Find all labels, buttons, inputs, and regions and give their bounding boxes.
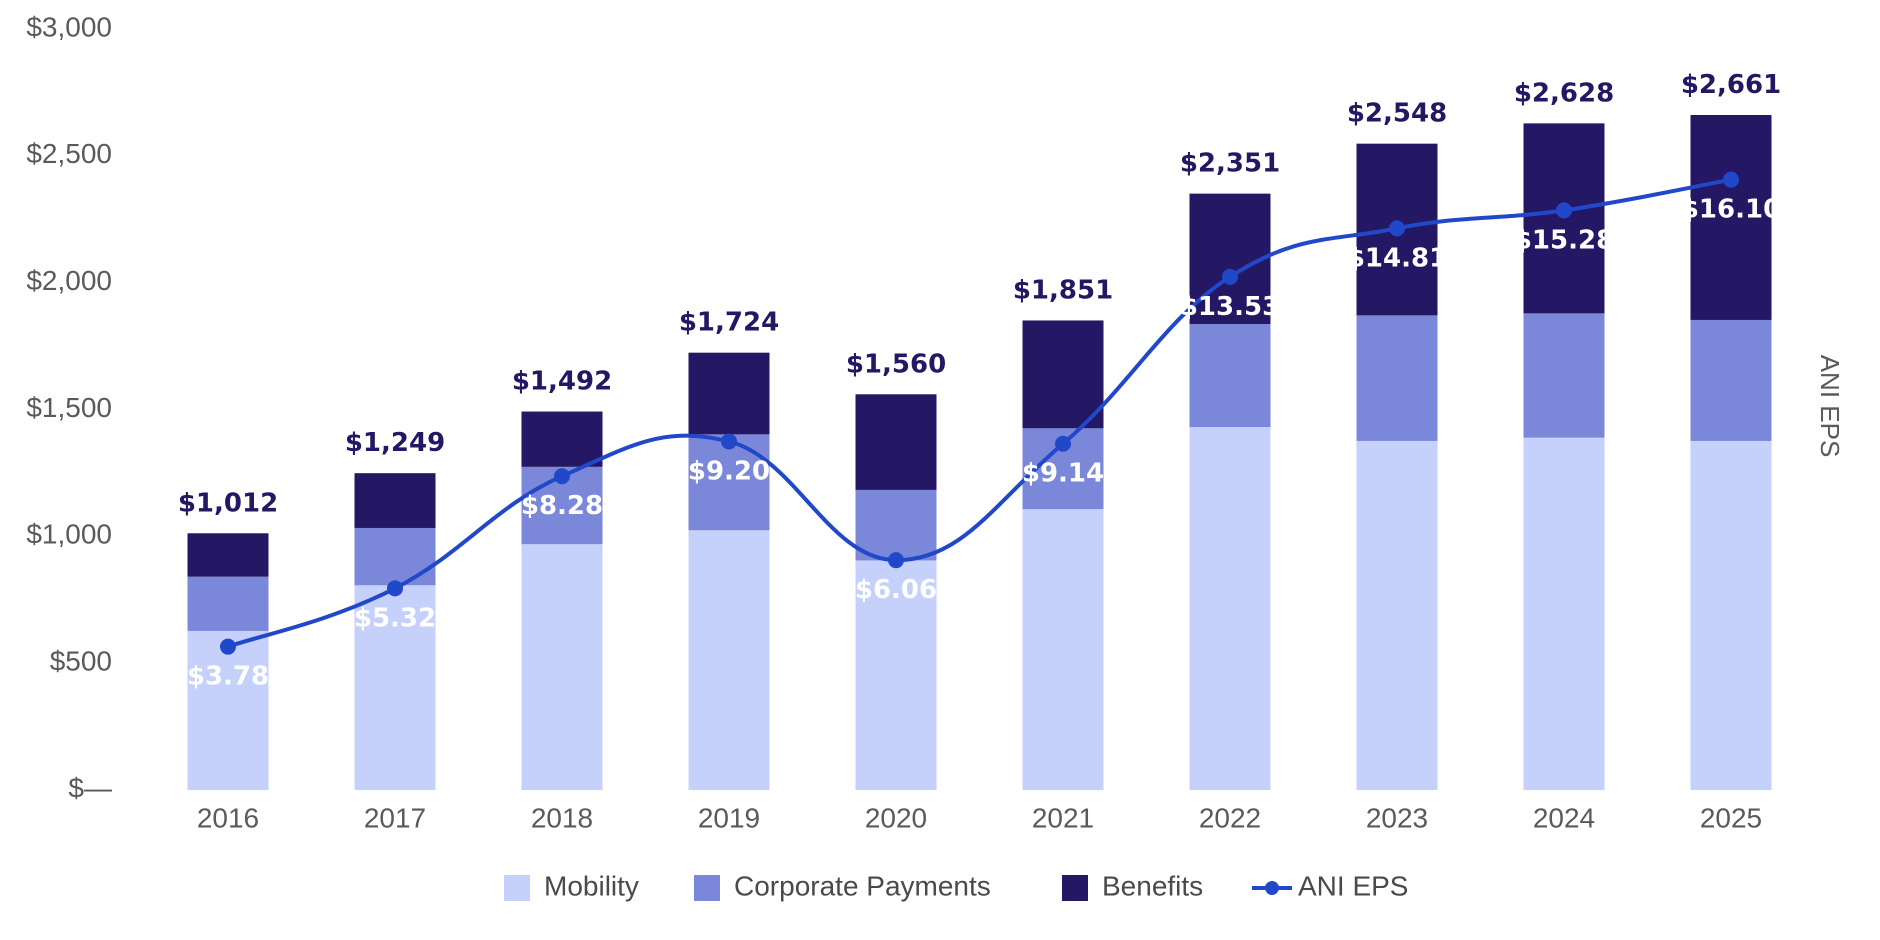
legend-item-benefits: Benefits [1062,870,1203,901]
bar-segment-corporate-payments [855,489,937,561]
y-tick-label: $3,000 [26,11,112,42]
bar-segment-mobility [354,585,436,790]
bar-total-label: $2,351 [1180,149,1280,179]
eps-value-label: $15.28 [1514,225,1614,255]
eps-point [387,580,403,597]
eps-point [1222,268,1238,285]
bar-segment-benefits [688,352,770,435]
eps-value-label: $16.10 [1681,195,1781,225]
y-axis: $— $500 $1,000 $1,500 $2,000 $2,500 $3,000 [26,11,112,803]
bar-segment-benefits [1189,193,1271,325]
bar-total-label: $1,560 [846,349,946,379]
legend-label: Benefits [1102,870,1203,901]
legend-item-ani-eps: ANI EPS [1252,870,1408,901]
bar-segment-mobility [1690,440,1772,790]
x-tick-label: 2022 [1199,802,1261,833]
bar-total-label: $1,851 [1013,275,1113,305]
legend-swatch [694,875,720,901]
legend-label: Mobility [544,870,639,901]
eps-value-label: $3.78 [187,662,269,692]
legend-label: Corporate Payments [734,870,991,901]
bar-segment-benefits [521,411,603,467]
bar-segment-mobility [1523,437,1605,790]
bar-segment-mobility [1356,440,1438,790]
x-tick-label: 2024 [1533,802,1595,833]
x-tick-label: 2019 [698,802,760,833]
y-tick-label: $1,500 [26,392,112,423]
eps-value-label: $5.32 [354,603,436,633]
eps-point [1389,220,1405,237]
bar-total-label: $1,249 [345,428,445,458]
legend: Mobility Corporate Payments Benefits ANI EP… [504,870,1408,901]
bar-segment-corporate-payments [1523,313,1605,438]
eps-point [888,552,904,569]
eps-value-label: $9.14 [1022,459,1104,489]
bar-segment-mobility [521,544,603,790]
eps-point [1556,202,1572,219]
x-tick-label: 2016 [197,802,259,833]
bars [187,114,1772,790]
bar-segment-mobility [1022,509,1104,790]
bar-total-label: $2,548 [1347,99,1447,129]
bar-segment-mobility [855,560,937,790]
eps-value-label: $8.28 [521,491,603,521]
bar-segment-corporate-payments [1189,324,1271,428]
eps-labels: $3.78 $5.32 $8.28 $9.20 $6.06 $9.14 $13.53 $14.… [187,195,1781,692]
bar-segment-corporate-payments [1690,319,1772,441]
bar-total-label: $1,012 [178,488,278,518]
bar-total-label: $2,661 [1681,70,1781,100]
bar-segment-benefits [1022,320,1104,429]
x-tick-label: 2018 [531,802,593,833]
bar-total-label: $1,492 [512,367,612,397]
eps-value-label: $13.53 [1180,292,1280,322]
x-axis: 2016 2017 2018 2019 2020 2021 2022 2023 2024 2025 [197,802,1762,833]
eps-line-series [220,171,1739,655]
total-labels: $1,012 $1,249 $1,492 $1,724 $1,560 $1,851 $2,3… [178,70,1781,518]
eps-point [554,468,570,485]
y-tick-label: $1,000 [26,519,112,550]
legend-swatch [504,875,530,901]
x-tick-label: 2017 [364,802,426,833]
bar-segment-corporate-payments [187,576,269,631]
bar-segment-benefits [354,473,436,528]
bar-segment-mobility [1189,427,1271,790]
x-tick-label: 2023 [1366,802,1428,833]
y-tick-label: $2,500 [26,138,112,169]
y-tick-label: $— [68,772,112,803]
eps-point [721,433,737,450]
bar-segment-corporate-payments [1356,315,1438,441]
bar-segment-benefits [1690,114,1772,320]
bar-segment-mobility [688,530,770,790]
x-tick-label: 2020 [865,802,927,833]
eps-line [227,177,1732,649]
eps-value-label: $14.81 [1347,243,1447,273]
x-tick-label: 2025 [1700,802,1762,833]
bar-segment-benefits [187,533,269,577]
y-tick-label: $2,000 [26,265,112,296]
x-tick-label: 2021 [1032,802,1094,833]
bar-segment-benefits [855,394,937,490]
eps-point [1055,435,1071,452]
right-axis-title: ANI EPS [1815,355,1845,458]
eps-value-label: $9.20 [688,456,770,486]
legend-item-corporate-payments: Corporate Payments [694,870,991,901]
bar-total-label: $1,724 [679,308,779,338]
legend-label: ANI EPS [1298,870,1408,901]
bar-total-label: $2,628 [1514,78,1614,108]
y-tick-label: $500 [50,646,112,677]
bar-segment-mobility [187,630,269,790]
bar-segment-corporate-payments [688,434,770,531]
eps-value-label: $6.06 [855,575,937,605]
eps-point [220,638,236,655]
legend-item-mobility: Mobility [504,870,639,901]
legend-marker [1265,881,1279,895]
bar-segment-corporate-payments [354,527,436,586]
eps-point [1723,171,1739,188]
legend-swatch [1062,875,1088,901]
